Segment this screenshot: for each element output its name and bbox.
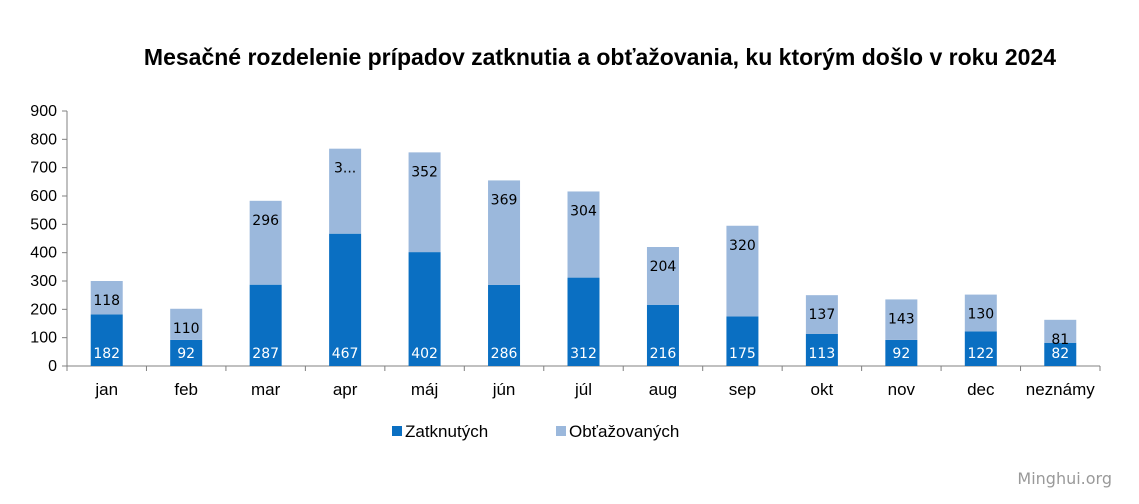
y-tick-label: 400 [30,245,57,262]
data-label-zatknutych: 402 [411,346,438,362]
y-tick-label: 200 [30,301,57,318]
bar-obtazovanych [90,281,123,315]
data-label-obtazovanych: 352 [411,164,438,180]
bar-obtazovanych [1044,319,1077,343]
bar-zatknutych [329,233,362,366]
data-label-zatknutych: 287 [252,346,279,362]
bar-obtazovanych [567,191,600,278]
data-label-zatknutych: 467 [332,346,359,362]
y-tick-label: 500 [30,216,57,233]
x-tick-label: aug [649,380,677,399]
legend-swatch-obtazovanych [556,426,566,436]
plot-area: 0 100 200 300 400 500 600 700 800 900 182 118 jan 92 1… [30,103,1101,441]
y-tick-label: 600 [30,188,57,205]
bar-zatknutych [885,339,918,366]
data-label-obtazovanych: 304 [570,203,597,219]
x-tick-label: nov [888,380,916,399]
data-label-obtazovanych: 204 [650,259,677,275]
legend-label-zatknutych: Zatknutých [405,422,488,441]
legend-swatch-zatknutych [392,426,402,436]
x-tick-label: máj [411,380,438,399]
x-tick-label: mar [251,380,281,399]
data-label-obtazovanych: 81 [1051,332,1069,348]
bar-zatknutych [726,316,759,366]
bar-obtazovanych [488,180,521,285]
data-label-zatknutych: 216 [650,346,677,362]
data-label-obtazovanych: 137 [809,307,836,323]
x-tick-label: júl [574,380,592,399]
bar-obtazovanych [726,225,759,317]
bar-obtazovanych [964,294,997,332]
data-label-zatknutych: 286 [491,346,518,362]
y-tick-label: 900 [30,103,57,120]
y-tick-label: 700 [30,160,57,177]
x-tick-label: neznámy [1026,380,1095,399]
legend-label-obtazovanych: Obťažovaných [569,422,679,441]
data-label-obtazovanych: 110 [173,321,200,337]
bar-obtazovanych [329,148,362,234]
x-tick-label: jún [492,380,516,399]
x-tick-label: apr [333,380,358,399]
y-tick-label: 100 [30,330,57,347]
watermark: Minghui.org [1017,469,1112,488]
x-tick-label: feb [174,380,198,399]
data-label-obtazovanych: 118 [93,293,120,309]
x-tick-label: jan [94,380,118,399]
data-label-obtazovanych: 320 [729,238,756,254]
bar-zatknutych [964,331,997,366]
data-label-obtazovanych: 296 [252,213,279,229]
bar-obtazovanych [885,299,918,340]
bar-obtazovanych [249,200,282,285]
bar-zatknutych [170,339,203,366]
bar-obtazovanych [408,152,441,253]
data-label-zatknutych: 82 [1051,346,1069,362]
bar-zatknutych [567,277,600,366]
chart-title: Mesačné rozdelenie prípadov zatknutia a … [143,44,1057,70]
bar-zatknutych [249,284,282,366]
y-tick-label: 0 [48,358,57,375]
data-label-zatknutych: 312 [570,346,597,362]
x-tick-label: okt [811,380,834,399]
bar-zatknutych [90,314,123,366]
data-label-zatknutych: 182 [93,346,120,362]
data-label-obtazovanych: 130 [967,307,994,323]
bar-zatknutych [805,333,838,366]
data-label-obtazovanych: 369 [491,192,518,208]
bar-obtazovanych [170,308,203,340]
x-tick-label: dec [967,380,995,399]
data-label-zatknutych: 175 [729,346,756,362]
bar-zatknutych [488,284,521,366]
bar-obtazovanych [646,247,679,305]
data-label-zatknutych: 92 [892,346,910,362]
bar-zatknutych [408,252,441,366]
bar-zatknutych [646,304,679,366]
data-label-obtazovanych: 143 [888,311,915,327]
data-label-zatknutych: 122 [967,346,994,362]
data-label-obtazovanych: 3... [334,161,356,177]
bar-obtazovanych [805,295,838,334]
y-tick-label: 800 [30,131,57,148]
data-label-zatknutych: 92 [177,346,195,362]
y-tick-label: 300 [30,273,57,290]
data-label-zatknutych: 113 [809,346,836,362]
x-tick-label: sep [729,380,756,399]
bar-zatknutych [1044,342,1077,366]
